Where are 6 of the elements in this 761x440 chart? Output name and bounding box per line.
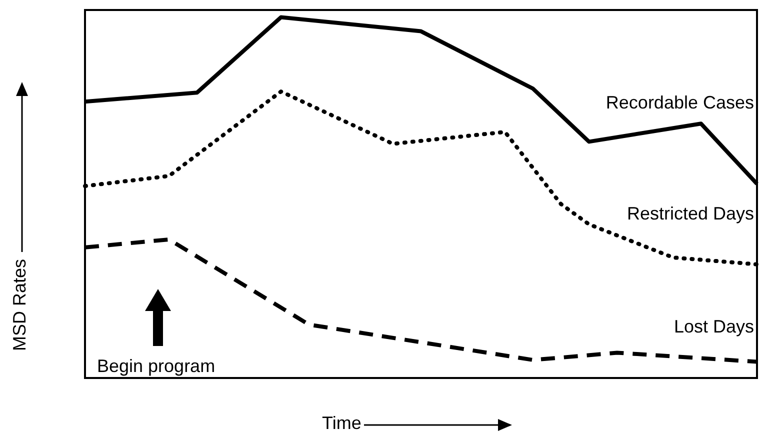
annotation: Begin program <box>97 356 216 376</box>
series-label: Recordable Cases <box>606 92 754 113</box>
series-label: Restricted Days <box>626 203 754 224</box>
y-axis-title: MSD Rates <box>10 258 30 352</box>
series-label: Lost Days <box>674 316 754 337</box>
x-axis-title: Time <box>322 413 362 434</box>
